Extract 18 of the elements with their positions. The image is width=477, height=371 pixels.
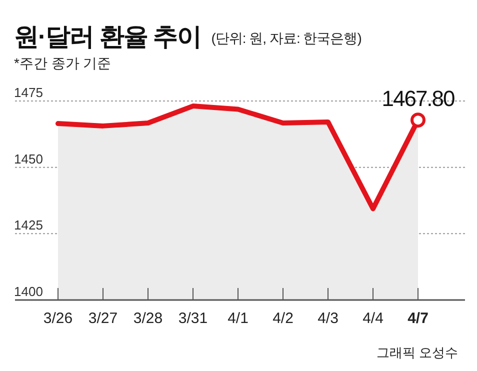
y-tick-label: 1400 xyxy=(14,284,43,299)
chart-title: 원·달러 환율 추이 xyxy=(14,23,202,51)
y-tick-label: 1450 xyxy=(14,151,43,166)
y-tick-label: 1475 xyxy=(14,85,43,100)
x-tick-label: 3/28 xyxy=(133,310,163,327)
chart-subtitle: (단위: 원, 자료: 한국은행) xyxy=(211,30,362,46)
y-tick-label: 1425 xyxy=(14,218,43,233)
x-tick-label: 3/27 xyxy=(88,310,118,327)
text: *주간 종가 기준 xyxy=(14,55,112,71)
data-label: 1467.80 xyxy=(382,86,456,112)
x-tick-label: 4/1 xyxy=(228,310,248,327)
x-tick-label: 3/31 xyxy=(178,310,208,327)
x-tick-label: 4/4 xyxy=(362,310,384,327)
x-tick-label: 4/2 xyxy=(272,310,294,327)
x-tick-label: 4/7 xyxy=(408,310,428,327)
x-tick-label: 4/3 xyxy=(318,310,338,327)
x-tick-label: 3/26 xyxy=(43,310,73,327)
text: 그래픽 오성수 xyxy=(376,345,458,360)
